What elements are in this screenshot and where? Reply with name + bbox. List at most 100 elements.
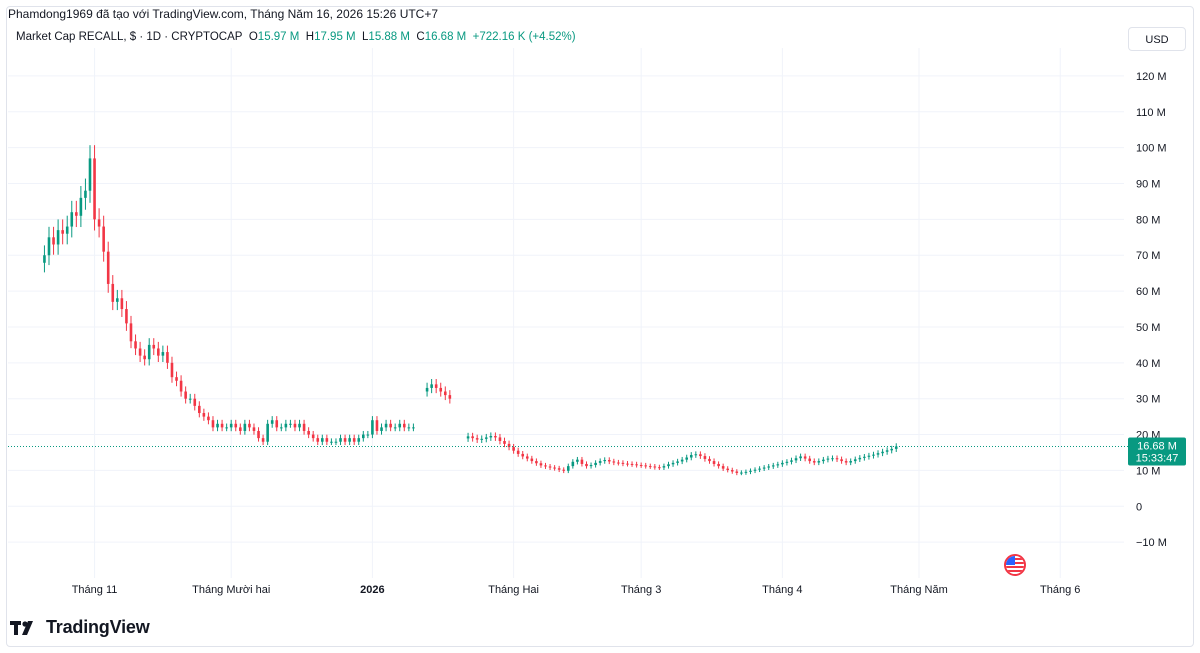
candle-body (876, 453, 880, 455)
candle-body (311, 434, 315, 439)
candle-body (56, 230, 60, 245)
candle-body (134, 341, 137, 349)
candle-body (471, 436, 474, 439)
candle-body (885, 450, 889, 452)
candle-body (43, 255, 46, 263)
candle-body (166, 352, 169, 363)
candle-body (143, 355, 146, 360)
candle-body (316, 438, 320, 442)
candle-body (767, 466, 771, 468)
candle-body (653, 466, 657, 468)
candle-body (662, 466, 666, 468)
candle-body (102, 226, 105, 252)
candle-body (817, 461, 821, 463)
candle-body (525, 456, 529, 459)
chart-frame (6, 6, 1194, 647)
tradingview-logo-icon (10, 620, 33, 635)
tradingview-logo[interactable]: TradingView (10, 617, 150, 638)
candle-body (129, 323, 133, 342)
candle-body (321, 438, 324, 442)
candle-body (853, 459, 857, 462)
candle-body (225, 427, 228, 429)
candle-body (803, 456, 807, 459)
candle-body (694, 454, 698, 456)
candle-body (512, 447, 515, 451)
candle-body (384, 423, 388, 428)
candle-body (799, 456, 802, 459)
candle-body (785, 461, 789, 463)
candle-body (371, 420, 374, 435)
candle-body (393, 427, 397, 429)
candle-body (184, 391, 187, 399)
candle-body (635, 464, 638, 466)
candle-body (248, 423, 251, 428)
x-tick-label: Tháng 11 (72, 584, 118, 596)
candle-body (494, 435, 497, 438)
candle-body (730, 470, 734, 472)
candle-body (175, 377, 178, 381)
candle-body (703, 456, 707, 459)
symbol-name[interactable]: Market Cap RECALL, $ · 1D · CRYPTOCAP (16, 31, 243, 43)
candle-body (776, 464, 780, 466)
candle-body (179, 380, 183, 392)
candle-body (188, 398, 192, 400)
y-tick-label: 80 M (1136, 214, 1160, 226)
x-tick-label: Tháng Năm (890, 584, 947, 596)
candle-body (65, 226, 69, 234)
candle-body (835, 458, 839, 460)
x-tick-label: Tháng Hai (488, 584, 539, 596)
candle-body (576, 459, 579, 462)
candle-body (357, 438, 361, 442)
candle-body (685, 457, 689, 460)
y-tick-label: 100 M (1136, 143, 1167, 155)
candle-body (298, 423, 301, 428)
symbol-legend: Market Cap RECALL, $ · 1D · CRYPTOCAP O … (16, 31, 576, 43)
candle-body (812, 461, 816, 463)
candle-body (689, 454, 693, 458)
candle-body (844, 461, 848, 463)
candle-body (284, 423, 288, 428)
candle-body (475, 438, 479, 440)
candle-body (193, 398, 197, 406)
candle-body (617, 462, 620, 464)
candle-body (125, 309, 128, 324)
candle-body (75, 212, 78, 216)
candle-body (375, 420, 379, 431)
candle-body (530, 458, 534, 462)
candle-body (402, 423, 406, 428)
candle-body (644, 465, 648, 467)
candle-body (252, 427, 256, 431)
high-label: H (305, 31, 315, 43)
candle-body (621, 462, 625, 464)
currency-button[interactable]: USD (1128, 27, 1186, 51)
candle-body (863, 456, 866, 458)
candle-body (566, 466, 570, 471)
close-value: 16.68 M (424, 31, 467, 43)
candle-body (822, 459, 825, 462)
candle-body (712, 461, 716, 464)
candle-body (580, 459, 584, 464)
candle-body (831, 458, 834, 460)
candle-body (794, 458, 798, 461)
us-flag-icon[interactable] (1004, 554, 1026, 576)
candle-body (157, 348, 160, 356)
candle-body (612, 461, 616, 463)
candle-body (607, 460, 611, 462)
candle-body (257, 430, 260, 439)
candle-body (781, 462, 784, 465)
y-tick-label: −10 M (1136, 537, 1167, 549)
high-value: 17.95 M (314, 31, 356, 43)
x-tick-label: Tháng 4 (762, 584, 802, 596)
candle-body (890, 448, 893, 451)
candle-body (603, 460, 607, 462)
candle-body (826, 458, 830, 460)
open-label: O (248, 31, 258, 43)
candle-body (220, 423, 224, 428)
y-tick-label: 70 M (1136, 250, 1160, 262)
candle-body (398, 423, 402, 428)
candle-body (667, 464, 670, 467)
candle-body (270, 420, 274, 424)
candle-body (307, 430, 310, 435)
candle-body (361, 434, 365, 439)
